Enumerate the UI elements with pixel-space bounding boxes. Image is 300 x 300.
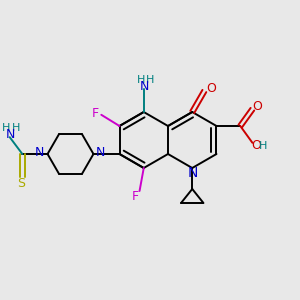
Text: H: H bbox=[259, 141, 268, 151]
Text: N: N bbox=[6, 128, 15, 141]
Text: H: H bbox=[2, 123, 10, 133]
Text: H: H bbox=[146, 75, 154, 85]
Text: F: F bbox=[132, 190, 139, 203]
Text: N: N bbox=[35, 146, 44, 160]
Text: N: N bbox=[96, 146, 105, 160]
Text: O: O bbox=[206, 82, 216, 95]
Text: F: F bbox=[92, 107, 99, 120]
Text: S: S bbox=[17, 178, 25, 190]
Text: H: H bbox=[12, 123, 20, 133]
Text: H: H bbox=[136, 75, 145, 85]
Text: N: N bbox=[140, 80, 149, 92]
Text: O: O bbox=[251, 139, 261, 152]
Text: O: O bbox=[253, 100, 262, 113]
Text: N: N bbox=[188, 166, 198, 180]
